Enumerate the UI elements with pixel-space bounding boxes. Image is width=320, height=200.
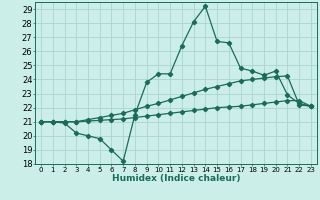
- X-axis label: Humidex (Indice chaleur): Humidex (Indice chaleur): [112, 174, 240, 183]
